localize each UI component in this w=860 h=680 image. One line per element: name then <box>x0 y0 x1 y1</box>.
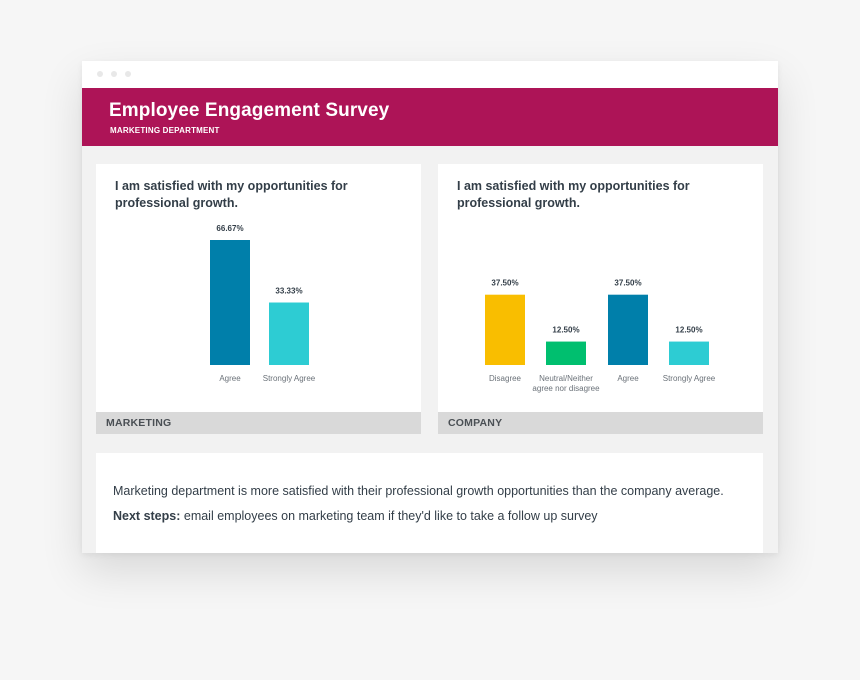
window-titlebar <box>82 61 778 88</box>
panel-footer: COMPANY <box>438 412 763 434</box>
company-bar-chart: 37.50% Disagree 12.50% Neutral/Neitheragree… <box>485 279 716 393</box>
bar-value-label: 12.50% <box>552 326 579 335</box>
window-dot-icon <box>111 71 117 77</box>
category-label: Strongly Agree <box>663 374 716 383</box>
chart-bar <box>210 240 250 365</box>
category-label: Strongly Agree <box>263 374 316 383</box>
panel-footer-label: COMPANY <box>448 417 503 429</box>
window-dot-icon <box>125 71 131 77</box>
bar-value-label: 66.67% <box>216 224 243 233</box>
next-steps-label: Next steps: <box>113 509 181 523</box>
department-subtitle: MARKETING DEPARTMENT <box>110 126 220 135</box>
chart-bar <box>546 341 586 365</box>
company-chart-panel: 37.50% Disagree 12.50% Neutral/Neither agree… <box>438 164 763 434</box>
panel-footer-label: MARKETING <box>106 417 172 429</box>
chart-question: I am satisfied with my opportunities for… <box>115 179 348 210</box>
category-label: Agree <box>617 374 639 383</box>
window-dot-icon <box>97 71 103 77</box>
chart-bar <box>485 294 525 365</box>
bar-value-label: 37.50% <box>491 279 518 288</box>
bar-value-label: 37.50% <box>614 279 641 288</box>
chart-bar <box>608 294 648 365</box>
chart-question: I am satisfied with my opportunities for… <box>457 179 690 210</box>
panel-footer: MARKETING <box>96 412 421 434</box>
bar-value-label: 33.33% <box>275 287 302 296</box>
next-steps-text: Next steps: email employees on marketing… <box>113 509 598 523</box>
next-steps-body: email employees on marketing team if the… <box>180 509 598 523</box>
marketing-chart-panel: 66.67% Agree 33.33% Strongly Agree I am sat… <box>96 164 421 434</box>
chart-bar <box>269 302 309 365</box>
category-label: Disagree <box>489 374 522 383</box>
category-label: Neutral/Neither <box>539 374 593 383</box>
insights-panel: Marketing department is more satisfied w… <box>96 453 763 553</box>
category-label: Agree <box>219 374 241 383</box>
chart-bar <box>669 341 709 365</box>
insight-text: Marketing department is more satisfied w… <box>113 484 724 498</box>
survey-header: Employee Engagement Survey MARKETING DEP… <box>82 88 778 146</box>
marketing-bar-chart: 66.67% Agree 33.33% Strongly Agree <box>210 224 316 383</box>
survey-title: Employee Engagement Survey <box>109 100 390 121</box>
bar-value-label: 12.50% <box>675 326 702 335</box>
category-label: agree nor disagree <box>532 384 600 393</box>
report-window: Employee Engagement Survey MARKETING DEP… <box>82 61 778 553</box>
